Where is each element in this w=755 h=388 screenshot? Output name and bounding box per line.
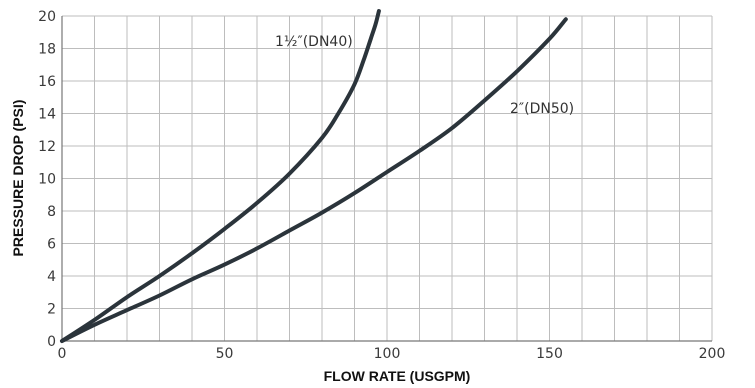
y-tick-label: 2 xyxy=(47,302,56,318)
axes xyxy=(61,16,712,342)
y-tick-label: 14 xyxy=(38,107,56,123)
y-tick-label: 12 xyxy=(38,139,56,155)
series-label-dn50: 2″(DN50) xyxy=(510,101,574,117)
grid xyxy=(61,15,713,342)
series-label-dn40: 1½″(DN40) xyxy=(275,34,353,50)
series-curve-dn40 xyxy=(60,9,381,343)
y-tick-label: 18 xyxy=(38,42,56,58)
y-tick-label: 0 xyxy=(47,334,56,350)
y-tick-label: 8 xyxy=(47,204,56,220)
series-curves xyxy=(60,9,568,343)
y-tick-label: 6 xyxy=(47,237,56,253)
y-tick-label: 4 xyxy=(47,269,56,285)
x-axis-title: FLOW RATE (USGPM) xyxy=(324,368,471,384)
y-tick-label: 10 xyxy=(38,172,56,188)
x-tick-label: 0 xyxy=(58,346,67,362)
y-tick-label: 20 xyxy=(38,9,56,25)
series-curve-dn50 xyxy=(60,17,568,343)
y-axis-tick-labels: 0 2 4 6 8 10 12 14 16 18 20 xyxy=(38,9,56,350)
x-tick-label: 150 xyxy=(536,346,563,362)
y-axis-title: PRESSURE DROP (PSI) xyxy=(10,100,26,257)
x-tick-label: 100 xyxy=(374,346,401,362)
x-axis-tick-labels: 0 50 100 150 200 xyxy=(58,346,726,362)
y-tick-label: 16 xyxy=(38,74,56,90)
x-tick-label: 200 xyxy=(699,346,726,362)
series-labels: 1½″(DN40) 2″(DN50) xyxy=(275,34,574,117)
x-tick-label: 50 xyxy=(216,346,234,362)
